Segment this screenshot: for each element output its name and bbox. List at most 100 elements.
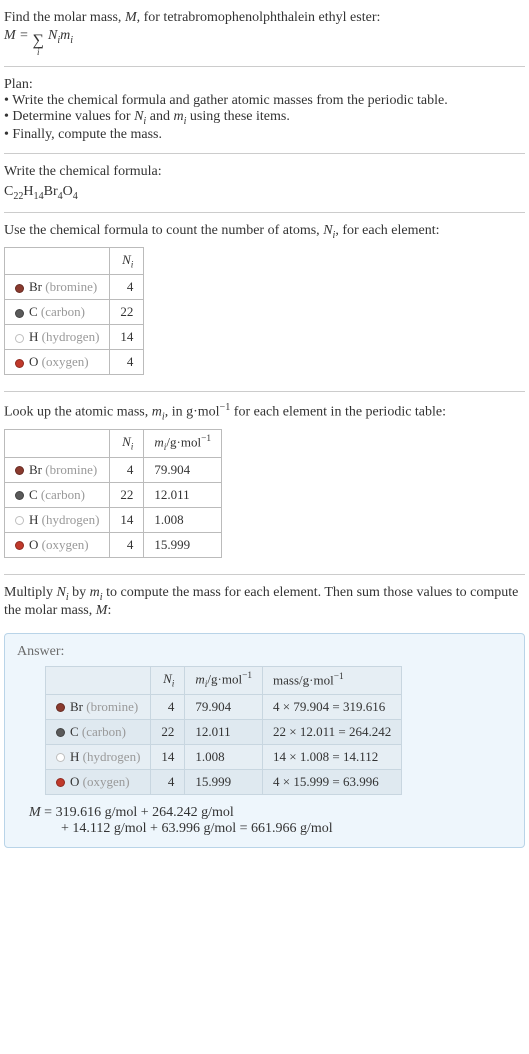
mass-cell: 79.904 (185, 694, 263, 719)
element-name: (carbon) (41, 487, 85, 502)
plan2-m: m (173, 109, 183, 124)
count-cell: 4 (151, 769, 185, 794)
mass-cell: 1.008 (185, 744, 263, 769)
count-cell: 22 (151, 719, 185, 744)
count-cell: 22 (110, 300, 144, 325)
plan-item-1: • Write the chemical formula and gather … (4, 93, 525, 109)
final-line1: = 319.616 g/mol + 264.242 g/mol (41, 805, 234, 820)
element-dot-icon (15, 334, 24, 343)
element-cell: O (oxygen) (5, 532, 110, 557)
calc-cell: 4 × 15.999 = 63.996 (263, 769, 402, 794)
count-cell: 4 (151, 694, 185, 719)
count-cell: 22 (110, 482, 144, 507)
answer-box: Answer: Ni mi/g·mol−1 mass/g·mol−1 Br (b… (4, 633, 525, 848)
element-dot-icon (15, 309, 24, 318)
mass-cell: 12.011 (185, 719, 263, 744)
element-name: (oxygen) (42, 354, 89, 369)
count-post: , for each element: (335, 223, 439, 238)
answer-title: Answer: (17, 644, 512, 660)
table-row: H (hydrogen)14 (5, 325, 144, 350)
intro-section: Find the molar mass, M, for tetrabromoph… (4, 4, 525, 62)
element-name: (bromine) (86, 699, 138, 714)
table-row: Br (bromine)479.904 (5, 457, 222, 482)
element-cell: H (hydrogen) (5, 507, 110, 532)
element-name: (carbon) (82, 724, 126, 739)
cf-Br: Br (44, 184, 58, 199)
table-row: H (hydrogen)141.008 (5, 507, 222, 532)
element-cell: C (carbon) (46, 719, 151, 744)
chem-formula: C22H14Br4O4 (4, 184, 525, 202)
element-symbol: C (29, 487, 38, 502)
element-name: (bromine) (45, 279, 97, 294)
table-row: C (carbon)2212.01122 × 12.011 = 264.242 (46, 719, 402, 744)
element-symbol: H (29, 512, 38, 527)
count-var: N (323, 223, 332, 238)
count-cell: 14 (110, 507, 144, 532)
cf-C: C (4, 184, 13, 199)
element-dot-icon (56, 728, 65, 737)
table-row: C (carbon)2212.011 (5, 482, 222, 507)
th-N: Ni (110, 247, 144, 275)
intro-text2: , for tetrabromophenolphthalein ethyl es… (137, 10, 381, 25)
element-cell: O (oxygen) (5, 350, 110, 375)
divider (4, 66, 525, 67)
element-name: (carbon) (41, 304, 85, 319)
plan2-and: and (146, 109, 173, 124)
element-name: (hydrogen) (83, 749, 141, 764)
count-table: Ni Br (bromine)4C (carbon)22H (hydrogen)… (4, 247, 144, 376)
element-symbol: O (29, 354, 38, 369)
th-blank (46, 666, 151, 694)
lk-pre: Look up the atomic mass, (4, 405, 152, 420)
element-dot-icon (15, 359, 24, 368)
element-symbol: C (29, 304, 38, 319)
eq-lhs: M = (4, 28, 29, 44)
mul-post: : (107, 603, 111, 618)
element-cell: Br (bromine) (5, 457, 110, 482)
intro-line1: Find the molar mass, M, for tetrabromoph… (4, 10, 525, 26)
plan-title: Plan: (4, 77, 525, 93)
chem-formula-title: Write the chemical formula: (4, 164, 525, 180)
table-row: O (oxygen)4 (5, 350, 144, 375)
mass-cell: 12.011 (144, 482, 222, 507)
mul-m: m (90, 585, 100, 600)
th-mi: mi/g·mol−1 (144, 429, 222, 457)
th-blank (5, 247, 110, 275)
count-cell: 4 (110, 275, 144, 300)
element-symbol: H (29, 329, 38, 344)
element-dot-icon (15, 284, 24, 293)
final-line2: + 14.112 g/mol + 63.996 g/mol = 661.966 … (45, 821, 333, 836)
lookup-text: Look up the atomic mass, mi, in g·mol−1 … (4, 402, 525, 422)
element-cell: C (carbon) (5, 482, 110, 507)
final-M: M (29, 805, 41, 820)
mass-cell: 15.999 (144, 532, 222, 557)
table-row: C (carbon)22 (5, 300, 144, 325)
answer-table: Ni mi/g·mol−1 mass/g·mol−1 Br (bromine)4… (45, 666, 402, 795)
element-symbol: C (70, 724, 79, 739)
lk-mid: , in g·mol (165, 405, 220, 420)
element-name: (oxygen) (42, 537, 89, 552)
count-pre: Use the chemical formula to count the nu… (4, 223, 323, 238)
element-cell: C (carbon) (5, 300, 110, 325)
mass-cell: 15.999 (185, 769, 263, 794)
intro-var-M: M (125, 10, 137, 25)
table-row: Br (bromine)479.9044 × 79.904 = 319.616 (46, 694, 402, 719)
plan-list: • Write the chemical formula and gather … (4, 93, 525, 143)
final-equation: M = 319.616 g/mol + 264.242 g/mol + 14.1… (17, 805, 512, 837)
table-row: H (hydrogen)141.00814 × 1.008 = 14.112 (46, 744, 402, 769)
element-cell: H (hydrogen) (46, 744, 151, 769)
table-header-row: Ni mi/g·mol−1 (5, 429, 222, 457)
calc-cell: 4 × 79.904 = 319.616 (263, 694, 402, 719)
table-header-row: Ni (5, 247, 144, 275)
plan2-post: using these items. (186, 109, 289, 124)
element-name: (hydrogen) (42, 512, 100, 527)
element-symbol: O (70, 774, 79, 789)
count-section: Use the chemical formula to count the nu… (4, 217, 525, 387)
divider (4, 391, 525, 392)
cf-14: 14 (34, 191, 44, 202)
lk-var: m (152, 405, 162, 420)
eq-rhs: Nimi (48, 28, 73, 46)
plan2-pre: • Determine values for (4, 109, 134, 124)
molar-mass-equation: M = ∑ i Nimi (4, 28, 525, 56)
lk-exp: −1 (220, 402, 231, 413)
eq-N: N (48, 28, 57, 43)
